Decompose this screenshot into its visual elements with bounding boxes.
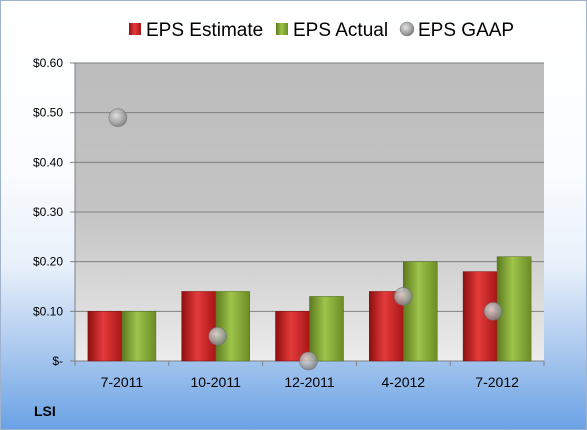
x-tick-label: 7-2012 <box>475 374 519 390</box>
point-eps-gaap <box>108 108 128 127</box>
gaap-points <box>108 108 503 371</box>
ticker-symbol: LSI <box>34 403 56 419</box>
legend-label: EPS Actual <box>293 20 388 41</box>
y-tick-label: $0.60 <box>33 56 63 70</box>
x-tick-label: 7-2011 <box>101 374 144 390</box>
y-tick-label: $0.50 <box>33 106 63 120</box>
legend-swatch <box>399 21 415 37</box>
point-eps-gaap <box>483 302 503 321</box>
legend-label: EPS GAAP <box>418 20 514 41</box>
bar-eps-estimate <box>181 291 216 362</box>
bar-eps-actual <box>215 291 250 362</box>
x-tick-label: 10-2011 <box>191 374 242 390</box>
point-eps-gaap <box>299 351 318 371</box>
y-tick-label: $0.40 <box>33 155 63 169</box>
legend-label: EPS Estimate <box>146 20 263 41</box>
legend-swatch <box>276 23 288 35</box>
bars <box>87 256 532 362</box>
point-eps-gaap <box>208 326 227 346</box>
legend: EPS Estimate EPS Actual EPS GAAP <box>129 20 514 41</box>
bar-eps-estimate <box>87 311 123 362</box>
bar-eps-actual <box>496 256 532 362</box>
tick-labels: $- $0.10 $0.20 $0.30 $0.40 $0.50 $0.60 7-2011 10… <box>33 56 519 390</box>
y-tick-label: $- <box>52 354 63 368</box>
point-eps-gaap <box>393 287 413 306</box>
bar-eps-actual <box>121 311 157 362</box>
bar-eps-actual <box>309 296 344 362</box>
y-tick-label: $0.20 <box>33 255 63 269</box>
bar-eps-actual <box>403 261 438 362</box>
y-tick-label: $0.10 <box>33 304 63 318</box>
x-tick-label: 12-2011 <box>284 374 335 390</box>
legend-swatch <box>129 23 141 35</box>
y-tick-label: $0.30 <box>33 205 63 219</box>
x-tick-label: 4-2012 <box>382 374 426 390</box>
